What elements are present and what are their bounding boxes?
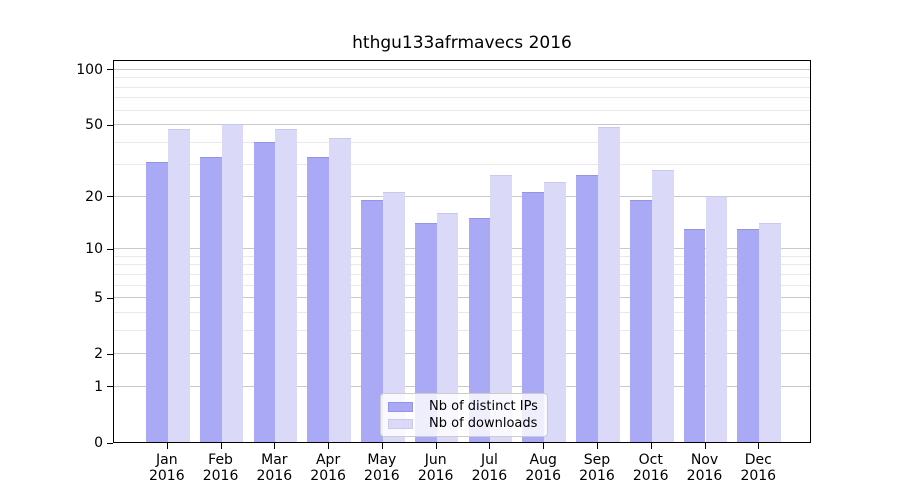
y-tick-10 bbox=[107, 248, 113, 250]
y-tick-50 bbox=[107, 124, 113, 126]
bar-dec-distinct-ips bbox=[737, 228, 760, 442]
x-tick-label-mar: Mar 2016 bbox=[256, 452, 293, 484]
gridline-80 bbox=[114, 86, 810, 88]
x-tick-label-feb: Feb 2016 bbox=[202, 452, 239, 484]
x-tick-aug bbox=[543, 443, 545, 449]
y-tick-label-2: 2 bbox=[94, 346, 103, 363]
bar-aug-downloads bbox=[544, 181, 566, 442]
y-tick-0 bbox=[107, 442, 113, 444]
y-tick-20 bbox=[107, 196, 113, 198]
gridline-7 bbox=[114, 273, 810, 275]
gridline-30 bbox=[114, 164, 810, 166]
x-tick-label-jan: Jan 2016 bbox=[148, 452, 185, 484]
legend-label-downloads: Nb of downloads bbox=[429, 416, 538, 431]
bar-jul-distinct-ips bbox=[468, 217, 491, 442]
bar-oct-distinct-ips bbox=[629, 199, 652, 442]
x-tick-oct bbox=[650, 443, 652, 449]
y-tick-label-0: 0 bbox=[94, 435, 103, 451]
legend-swatch-downloads bbox=[388, 418, 413, 429]
y-tick-label-50: 50 bbox=[85, 117, 103, 134]
gridline-100 bbox=[114, 68, 810, 70]
x-tick-label-jun: Jun 2016 bbox=[417, 452, 454, 484]
x-tick-sep bbox=[596, 443, 598, 449]
gridline-6 bbox=[114, 284, 810, 286]
y-tick-label-10: 10 bbox=[85, 241, 103, 258]
gridline-1 bbox=[114, 385, 810, 387]
x-tick-label-jul: Jul 2016 bbox=[471, 452, 508, 484]
bar-oct-downloads bbox=[651, 169, 674, 442]
bar-mar-downloads bbox=[275, 128, 298, 442]
gridline-5 bbox=[114, 297, 810, 299]
bar-may-distinct-ips bbox=[361, 199, 383, 442]
y-tick-label-5: 5 bbox=[94, 290, 103, 307]
gridline-90 bbox=[114, 77, 810, 79]
bar-jan-distinct-ips bbox=[146, 161, 168, 442]
legend-row-distinct-ips: Nb of distinct IPs bbox=[388, 399, 539, 414]
x-tick-label-aug: Aug 2016 bbox=[525, 452, 561, 484]
gridline-70 bbox=[114, 97, 810, 99]
gridline-20 bbox=[114, 195, 810, 197]
bar-jan-downloads bbox=[167, 128, 190, 442]
y-tick-label-1: 1 bbox=[94, 378, 103, 395]
x-tick-jul bbox=[489, 443, 491, 449]
x-tick-label-may: May 2016 bbox=[364, 452, 400, 484]
x-tick-nov bbox=[704, 443, 706, 449]
plot-area: Nb of distinct IPs Nb of downloads bbox=[113, 60, 811, 443]
x-tick-label-dec: Dec 2016 bbox=[740, 452, 777, 484]
x-tick-mar bbox=[274, 443, 276, 449]
bar-nov-downloads bbox=[705, 195, 728, 442]
legend-swatch-distinct-ips bbox=[388, 401, 413, 412]
bar-sep-distinct-ips bbox=[576, 175, 598, 442]
bar-may-downloads bbox=[382, 192, 405, 442]
legend: Nb of distinct IPs Nb of downloads bbox=[380, 393, 548, 437]
x-tick-apr bbox=[328, 443, 330, 449]
bar-jun-distinct-ips bbox=[414, 223, 437, 442]
y-tick-100 bbox=[107, 69, 113, 71]
legend-row-downloads: Nb of downloads bbox=[388, 416, 539, 431]
gridline-60 bbox=[114, 109, 810, 111]
bar-jul-downloads bbox=[490, 175, 513, 442]
y-tick-5 bbox=[107, 297, 113, 299]
bar-feb-downloads bbox=[221, 124, 244, 442]
bar-dec-downloads bbox=[759, 223, 782, 442]
y-tick-1 bbox=[107, 386, 113, 388]
legend-label-distinct-ips: Nb of distinct IPs bbox=[429, 399, 538, 414]
bar-sep-downloads bbox=[597, 127, 620, 442]
x-tick-label-apr: Apr 2016 bbox=[310, 452, 346, 484]
x-tick-label-sep: Sep 2016 bbox=[579, 452, 615, 484]
gridline-3 bbox=[114, 329, 810, 331]
gridline-40 bbox=[114, 141, 810, 143]
gridline-4 bbox=[114, 311, 810, 313]
gridline-50 bbox=[114, 124, 810, 126]
y-tick-2 bbox=[107, 353, 113, 355]
gridline-9 bbox=[114, 255, 810, 257]
y-tick-label-20: 20 bbox=[85, 188, 103, 205]
gridline-2 bbox=[114, 353, 810, 355]
bar-feb-distinct-ips bbox=[199, 156, 222, 442]
y-tick-label-100: 100 bbox=[76, 61, 103, 78]
chart-title: hthgu133afrmavecs 2016 bbox=[352, 33, 572, 53]
bar-nov-distinct-ips bbox=[683, 228, 706, 442]
bar-apr-downloads bbox=[329, 137, 351, 442]
x-tick-dec bbox=[758, 443, 760, 449]
bar-apr-distinct-ips bbox=[307, 156, 330, 442]
bar-aug-distinct-ips bbox=[522, 192, 545, 442]
x-tick-jan bbox=[166, 443, 168, 449]
gridline-10 bbox=[114, 248, 810, 250]
x-tick-feb bbox=[220, 443, 222, 449]
x-tick-label-nov: Nov 2016 bbox=[686, 452, 723, 484]
x-tick-label-oct: Oct 2016 bbox=[632, 452, 669, 484]
bar-jun-downloads bbox=[436, 212, 459, 442]
x-tick-jun bbox=[435, 443, 437, 449]
x-tick-may bbox=[381, 443, 383, 449]
bar-mar-distinct-ips bbox=[253, 141, 276, 442]
gridline-8 bbox=[114, 264, 810, 266]
